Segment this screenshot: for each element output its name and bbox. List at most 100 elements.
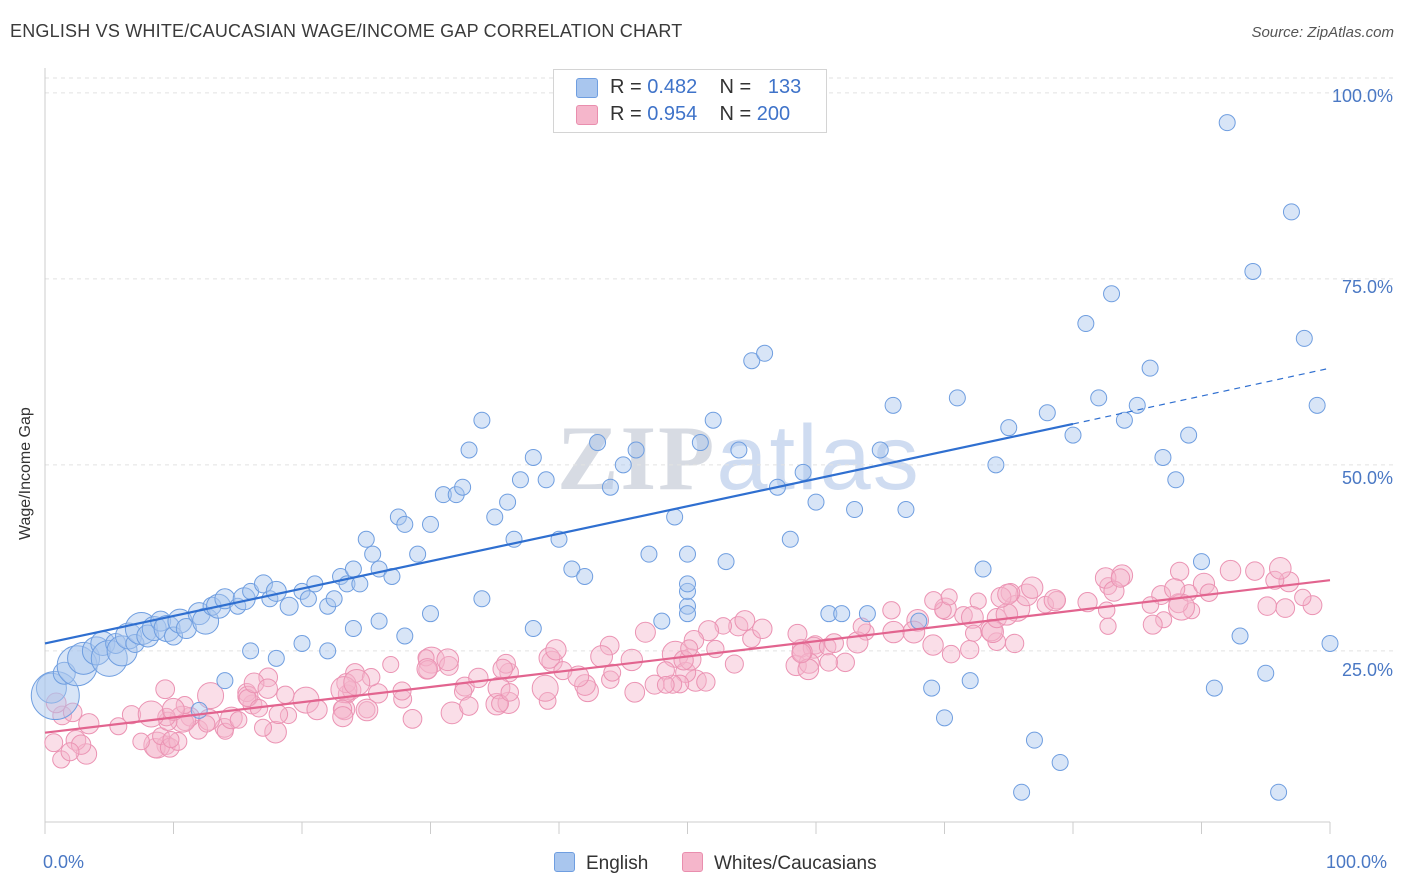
whites-point <box>1021 576 1044 599</box>
english-point <box>242 642 260 660</box>
english-point <box>923 679 941 697</box>
whites-point <box>137 700 165 728</box>
whites-point <box>941 644 961 664</box>
english-point <box>265 580 287 602</box>
english-point <box>833 605 851 623</box>
english-point <box>794 463 812 481</box>
english-point <box>299 590 317 608</box>
english-point <box>691 434 709 452</box>
english-point <box>524 448 542 466</box>
english-point <box>1025 731 1043 749</box>
english-point <box>293 634 311 652</box>
whites-point <box>752 618 773 640</box>
english-point <box>640 545 658 563</box>
english-point <box>422 605 439 623</box>
english-point <box>704 411 722 429</box>
whites-n-label: N = <box>719 103 752 125</box>
stats-box: R = 0.482 N = 133 R = 0.954 N = 200 <box>553 69 827 133</box>
whites-point <box>332 706 354 728</box>
english-point <box>434 486 452 504</box>
whites-point <box>436 648 460 672</box>
english-point <box>1000 419 1018 437</box>
whites-point <box>656 661 675 680</box>
legend-english-label: English <box>586 853 649 874</box>
whites-point <box>132 732 150 751</box>
whites-point <box>306 699 328 721</box>
whites-point <box>1245 561 1265 581</box>
english-point <box>897 501 915 519</box>
english-point <box>1064 426 1082 444</box>
watermark: ZIPatlas <box>557 405 921 511</box>
whites-point <box>492 658 513 680</box>
whites-point <box>1170 561 1190 582</box>
english-point <box>1090 389 1108 407</box>
whites-point <box>1103 580 1125 602</box>
english-point <box>807 493 825 511</box>
whites-point <box>661 640 689 668</box>
english-point <box>1282 203 1300 221</box>
english-point <box>357 530 375 548</box>
x-tick-label-min: 0.0% <box>43 852 85 872</box>
english-point <box>153 615 181 643</box>
whites-point <box>824 633 844 654</box>
english-point <box>1321 634 1339 652</box>
english-point <box>884 396 902 414</box>
english-point <box>1308 396 1326 414</box>
whites-point <box>60 742 80 762</box>
whites-point <box>155 679 176 700</box>
english-point <box>743 352 761 370</box>
whites-point <box>670 674 690 694</box>
english-point <box>56 645 98 687</box>
english-trend-extension <box>1072 367 1331 425</box>
whites-point <box>459 696 479 716</box>
english-point <box>679 545 696 563</box>
whites-point <box>216 722 234 740</box>
whites-point <box>1219 559 1242 582</box>
whites-point <box>1278 571 1300 593</box>
english-point <box>1167 471 1185 489</box>
english-point <box>396 515 414 533</box>
whites-point <box>1077 592 1098 613</box>
english-point <box>961 672 979 690</box>
english-point <box>216 672 234 690</box>
english-point <box>1013 783 1031 801</box>
whites-point <box>438 656 459 676</box>
whites-point <box>531 674 559 702</box>
whites-point <box>1004 633 1025 654</box>
english-point <box>175 618 197 640</box>
whites-point <box>997 583 1019 605</box>
english-point <box>589 434 607 452</box>
english-point <box>511 471 529 489</box>
whites-point <box>706 639 725 659</box>
legend-item-english[interactable]: English <box>554 852 648 875</box>
english-point <box>1154 448 1172 466</box>
y-tick-label-100: 100.0% <box>1331 86 1393 106</box>
english-point <box>987 456 1005 474</box>
english-point <box>524 620 542 638</box>
whites-point <box>819 653 838 672</box>
whites-point <box>1167 593 1195 621</box>
whites-point <box>279 706 298 725</box>
whites-point <box>734 610 756 631</box>
whites-point <box>969 592 987 610</box>
english-point <box>499 493 517 511</box>
whites-point <box>882 601 901 620</box>
whites-point <box>1155 611 1173 629</box>
whites-point <box>168 732 188 751</box>
english-r-value: 0.482 <box>647 76 698 98</box>
english-point <box>344 560 362 578</box>
whites-point <box>791 643 812 664</box>
english-point <box>1193 553 1210 571</box>
english-point <box>473 590 491 608</box>
english-swatch <box>576 78 598 98</box>
whites-point <box>960 640 980 660</box>
legend-whites-swatch <box>682 852 703 872</box>
whites-point <box>1142 614 1163 635</box>
english-point <box>486 508 504 526</box>
whites-n-value: 200 <box>756 103 791 125</box>
english-point <box>319 642 337 660</box>
legend-item-whites[interactable]: Whites/Caucasians <box>682 852 877 875</box>
whites-point <box>416 658 438 680</box>
whites-point <box>728 616 749 637</box>
whites-point <box>1257 596 1277 616</box>
